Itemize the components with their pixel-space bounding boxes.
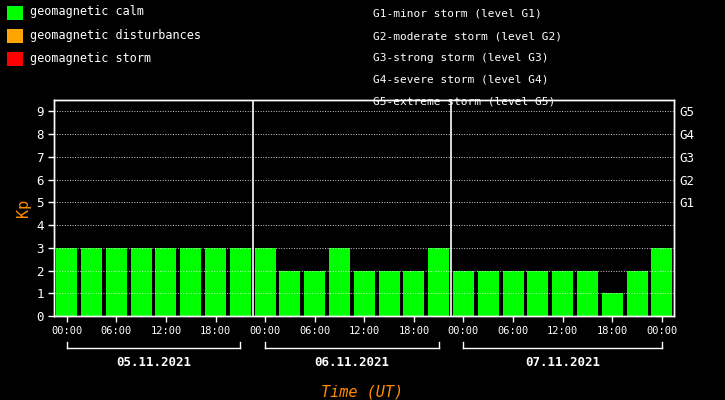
Text: 05.11.2021: 05.11.2021: [116, 356, 191, 369]
Bar: [626, 270, 647, 316]
Bar: [81, 248, 102, 316]
Text: 06.11.2021: 06.11.2021: [315, 356, 389, 369]
Text: G2-moderate storm (level G2): G2-moderate storm (level G2): [373, 31, 563, 41]
Text: 07.11.2021: 07.11.2021: [525, 356, 600, 369]
Text: geomagnetic calm: geomagnetic calm: [30, 6, 144, 18]
Bar: [230, 248, 251, 316]
Bar: [354, 270, 375, 316]
Text: G1-minor storm (level G1): G1-minor storm (level G1): [373, 9, 542, 19]
Text: Time (UT): Time (UT): [321, 384, 404, 400]
Bar: [651, 248, 672, 316]
Bar: [304, 270, 326, 316]
Bar: [552, 270, 573, 316]
Bar: [478, 270, 499, 316]
Bar: [378, 270, 399, 316]
Bar: [403, 270, 424, 316]
Bar: [254, 248, 276, 316]
Bar: [453, 270, 474, 316]
Text: geomagnetic storm: geomagnetic storm: [30, 52, 152, 65]
Text: G3-strong storm (level G3): G3-strong storm (level G3): [373, 53, 549, 63]
Bar: [329, 248, 350, 316]
Text: G5-extreme storm (level G5): G5-extreme storm (level G5): [373, 97, 555, 107]
Bar: [527, 270, 548, 316]
Bar: [577, 270, 598, 316]
Y-axis label: Kp: Kp: [16, 199, 31, 217]
Bar: [602, 293, 623, 316]
Bar: [205, 248, 226, 316]
Bar: [279, 270, 300, 316]
Bar: [502, 270, 523, 316]
Text: G4-severe storm (level G4): G4-severe storm (level G4): [373, 75, 549, 85]
Bar: [428, 248, 450, 316]
Bar: [57, 248, 78, 316]
Text: geomagnetic disturbances: geomagnetic disturbances: [30, 29, 202, 42]
Bar: [155, 248, 176, 316]
Bar: [130, 248, 152, 316]
Bar: [106, 248, 127, 316]
Bar: [181, 248, 202, 316]
